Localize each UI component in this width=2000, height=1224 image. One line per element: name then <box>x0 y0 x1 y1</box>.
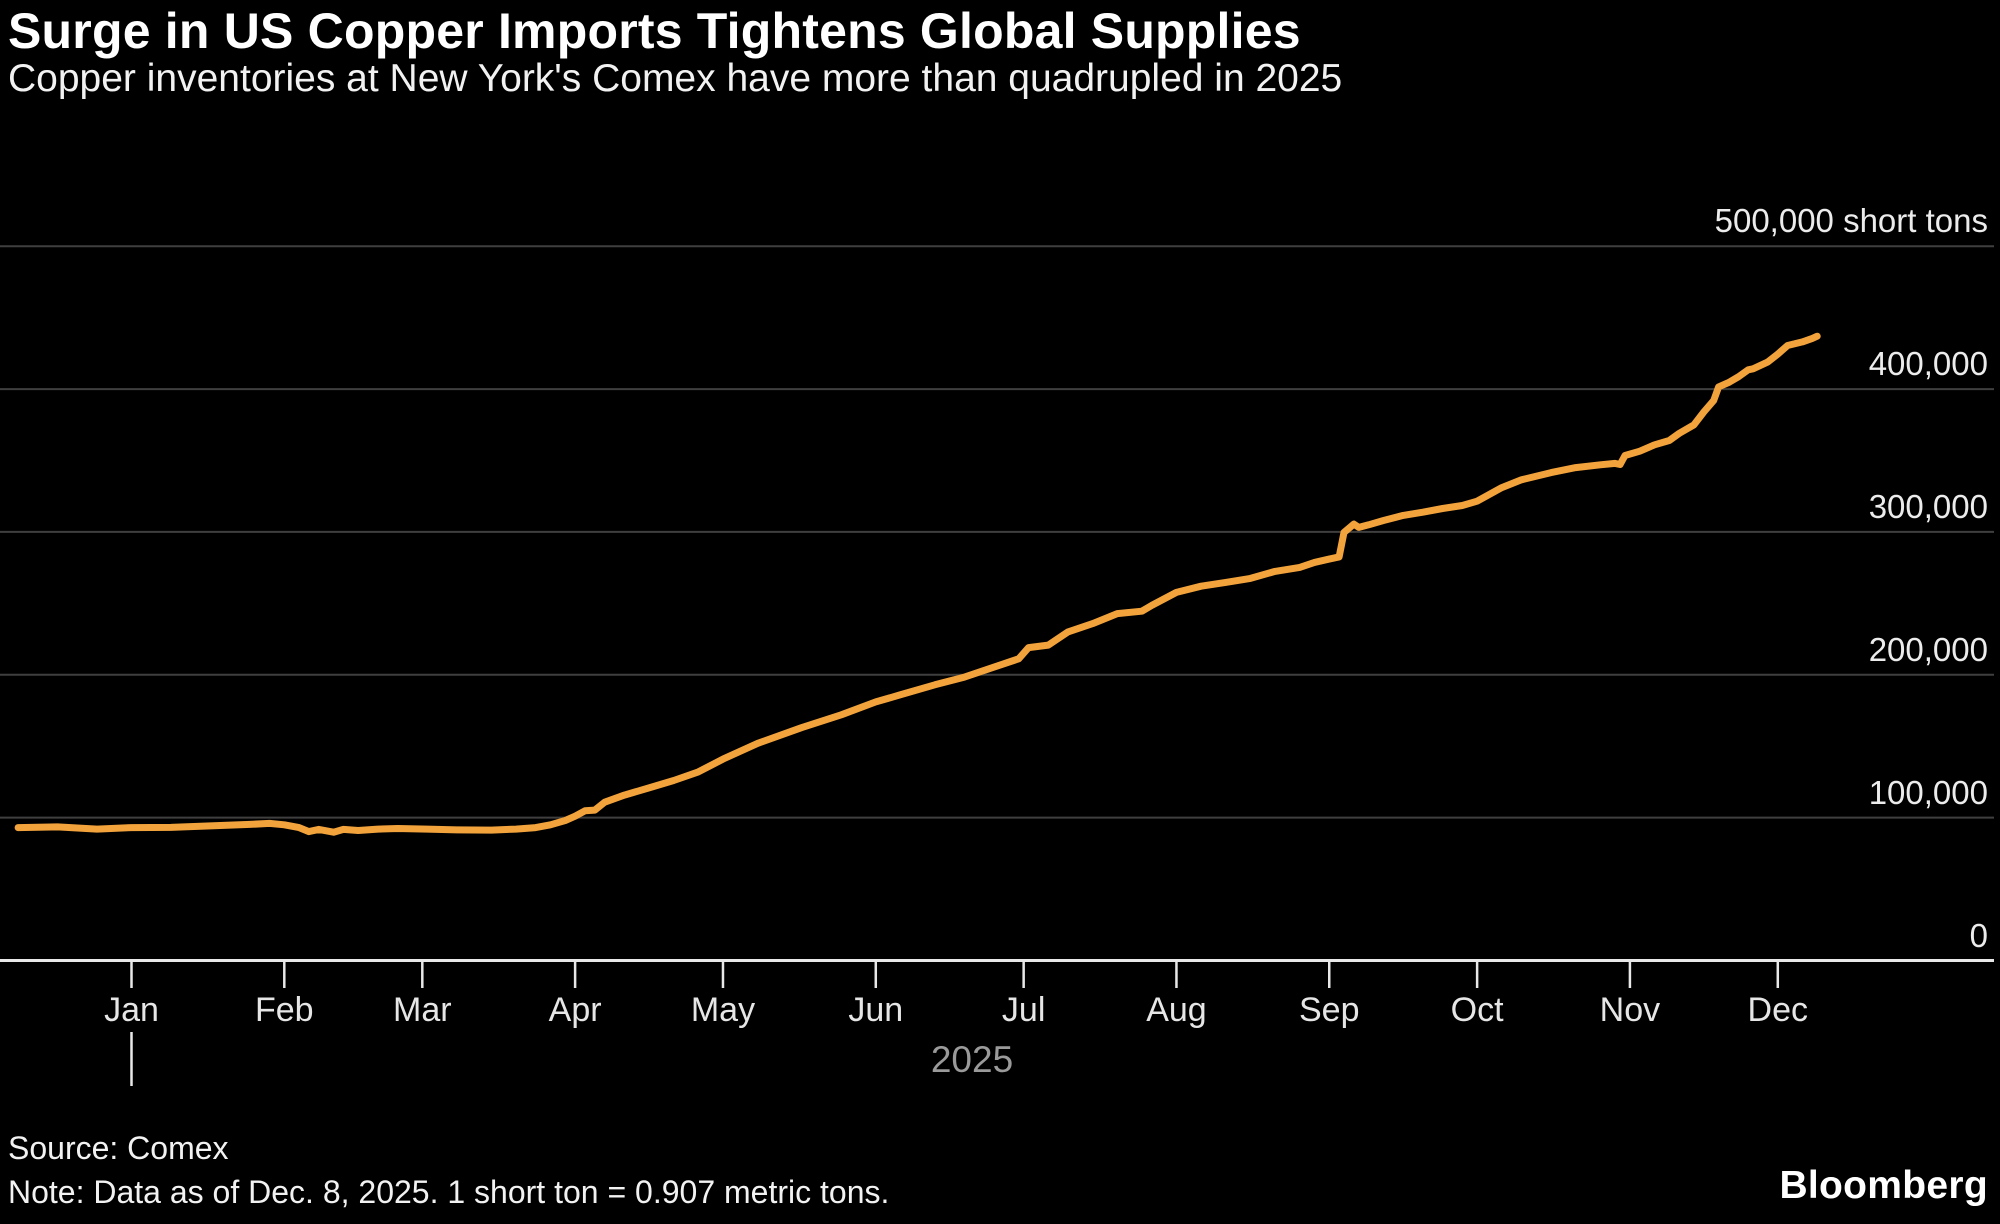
chart-title: Surge in US Copper Imports Tightens Glob… <box>8 3 1301 59</box>
x-axis-month-label-Dec: Dec <box>1747 991 1809 1029</box>
x-axis-month-label-Oct: Oct <box>1450 991 1504 1029</box>
bloomberg-logo: Bloomberg <box>1779 1164 1988 1207</box>
y-axis-label-500000: 500,000 short tons <box>1714 202 1988 240</box>
x-axis-month-label-Jan: Jan <box>104 991 159 1029</box>
y-axis-label-100000: 100,000 <box>1868 773 1988 811</box>
x-axis-month-label-Jul: Jul <box>1001 991 1046 1029</box>
inventory-line-series <box>14 332 1821 836</box>
chart-subtitle: Copper inventories at New York's Comex h… <box>8 57 1343 100</box>
y-axis-label-400000: 400,000 <box>1868 345 1988 383</box>
source-text: Source: Comex <box>8 1130 229 1166</box>
x-axis-month-label-Aug: Aug <box>1146 991 1207 1029</box>
x-axis-month-label-May: May <box>690 991 756 1029</box>
x-axis-month-label-Feb: Feb <box>255 991 314 1029</box>
x-axis-month-label-Sep: Sep <box>1298 991 1360 1029</box>
y-axis-label-200000: 200,000 <box>1868 630 1988 668</box>
x-axis-year-label: 2025 <box>930 1039 1014 1080</box>
x-axis-month-label-Mar: Mar <box>393 991 452 1029</box>
x-axis-month-label-Nov: Nov <box>1599 991 1661 1029</box>
x-axis-month-label-Apr: Apr <box>548 991 602 1029</box>
y-axis-label-0: 0 <box>1969 916 1988 954</box>
x-axis-month-label-Jun: Jun <box>848 991 904 1029</box>
note-text: Note: Data as of Dec. 8, 2025. 1 short t… <box>8 1174 890 1210</box>
y-axis-label-300000: 300,000 <box>1868 487 1988 525</box>
